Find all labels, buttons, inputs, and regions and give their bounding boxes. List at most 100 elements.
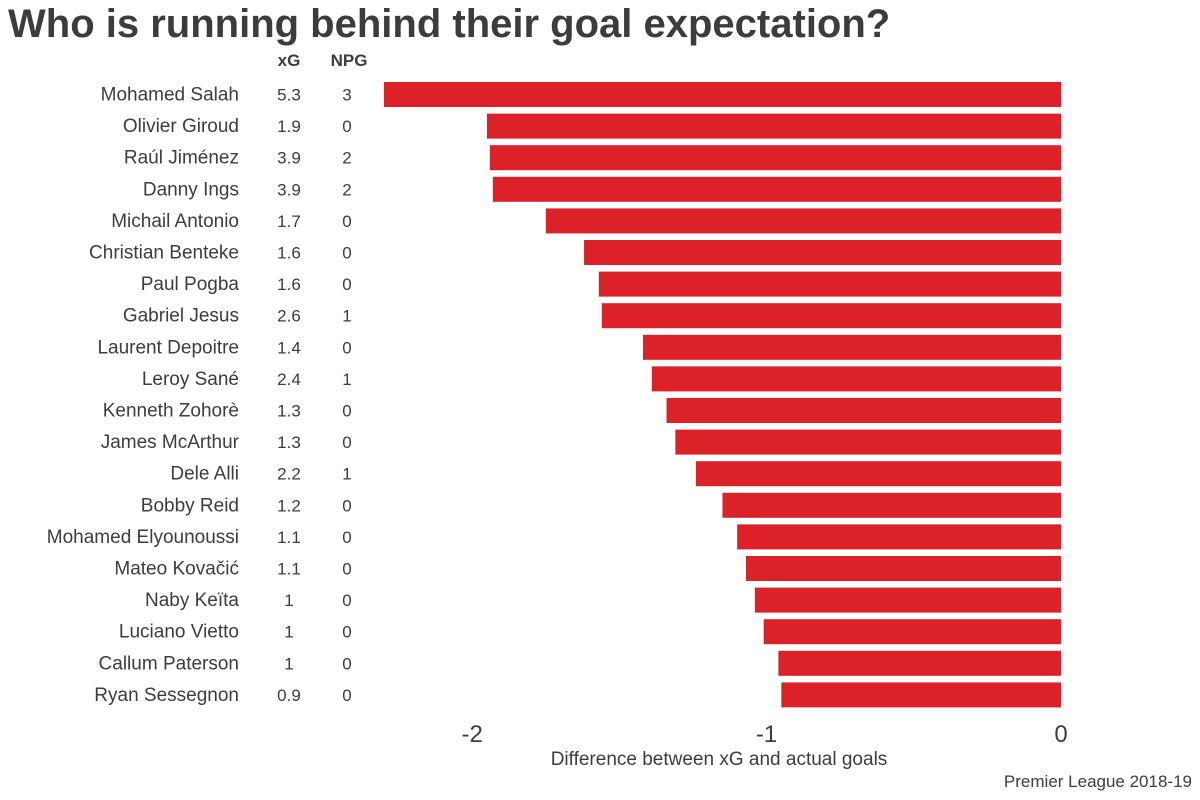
- npg-value: 0: [342, 338, 351, 357]
- xg-value: 1: [284, 623, 293, 642]
- player-row: Naby Keïta 1 0: [145, 587, 1061, 613]
- player-row: Gabriel Jesus 2.6 1: [123, 303, 1061, 329]
- npg-value: 0: [342, 117, 351, 136]
- npg-value: 0: [342, 623, 351, 642]
- bar: [383, 82, 1061, 107]
- x-tick-label: -1: [756, 721, 777, 748]
- npg-value: 3: [342, 86, 351, 105]
- npg-value: 0: [342, 496, 351, 515]
- player-row: Kenneth Zohorè 1.3 0: [103, 398, 1061, 423]
- npg-value: 0: [342, 275, 351, 294]
- player-name-label: Kenneth Zohorè: [103, 401, 239, 422]
- player-row: Mohamed Salah 5.3 3: [101, 82, 1061, 107]
- bar: [584, 240, 1061, 265]
- xg-value: 2.2: [277, 465, 301, 484]
- player-name-label: Raúl Jiménez: [124, 148, 239, 169]
- bar: [763, 619, 1061, 645]
- rows-layer: Mohamed Salah 5.3 3 Olivier Giroud 1.9 0 Raúl …: [47, 82, 1061, 708]
- bar: [545, 208, 1061, 234]
- bar: [675, 429, 1061, 455]
- player-name-label: Mohamed Elyounoussi: [47, 527, 239, 548]
- xg-value: 1.6: [277, 275, 301, 294]
- bar: [489, 145, 1061, 171]
- xg-value: 1.2: [277, 496, 301, 515]
- player-row: Olivier Giroud 1.9 0: [123, 113, 1061, 139]
- player-name-label: Mateo Kovačić: [114, 559, 239, 580]
- npg-value: 2: [342, 149, 351, 168]
- bar: [598, 271, 1061, 297]
- bar: [651, 366, 1061, 392]
- bar: [781, 682, 1061, 708]
- player-name-label: Laurent Depoitre: [97, 337, 239, 358]
- xg-value: 3.9: [277, 149, 301, 168]
- xg-value: 5.3: [277, 86, 301, 105]
- xg-column-header: xG: [278, 51, 301, 70]
- player-row: Paul Pogba 1.6 0: [141, 271, 1061, 297]
- bar: [722, 492, 1061, 518]
- npg-value: 1: [342, 370, 351, 389]
- xg-value: 1: [284, 654, 293, 673]
- bar: [642, 334, 1061, 360]
- npg-value: 0: [342, 433, 351, 452]
- xg-value: 2.6: [277, 307, 301, 326]
- bar: [695, 461, 1061, 487]
- player-row: Callum Paterson 1 0: [99, 650, 1061, 676]
- player-row: Raúl Jiménez 3.9 2: [124, 145, 1061, 171]
- bar: [778, 650, 1061, 676]
- player-row: Leroy Sané 2.4 1: [142, 366, 1061, 392]
- xg-value: 2.4: [277, 370, 301, 389]
- x-tick-label: 0: [1054, 721, 1067, 748]
- npg-value: 0: [342, 244, 351, 263]
- player-name-label: Gabriel Jesus: [123, 306, 239, 327]
- player-name-label: Olivier Giroud: [123, 116, 239, 137]
- xg-value: 3.9: [277, 180, 301, 199]
- bar: [486, 113, 1061, 139]
- player-name-label: Dele Alli: [170, 464, 239, 485]
- npg-value: 1: [342, 465, 351, 484]
- caption: Premier League 2018-19: [1003, 772, 1192, 791]
- player-name-label: Naby Keïta: [145, 590, 239, 611]
- player-row: Laurent Depoitre 1.4 0: [97, 334, 1061, 360]
- player-row: Mateo Kovačić 1.1 0: [114, 556, 1061, 581]
- x-tick-label: -2: [462, 721, 483, 748]
- bar: [666, 398, 1061, 423]
- npg-value: 0: [342, 560, 351, 579]
- player-name-label: Mohamed Salah: [101, 85, 239, 106]
- npg-value: 0: [342, 212, 351, 231]
- player-name-label: Luciano Vietto: [119, 622, 239, 643]
- player-name-label: Callum Paterson: [99, 653, 239, 674]
- npg-column-header: NPG: [331, 51, 368, 70]
- xg-value: 1.4: [277, 338, 301, 357]
- xg-value: 1.3: [277, 433, 301, 452]
- xg-value: 0.9: [277, 686, 301, 705]
- xg-value: 1.3: [277, 402, 301, 421]
- x-axis: -2 -1 0: [462, 721, 1068, 748]
- player-name-label: Christian Benteke: [89, 243, 239, 264]
- x-axis-label: Difference between xG and actual goals: [551, 749, 888, 770]
- player-name-label: Danny Ings: [143, 179, 239, 200]
- npg-value: 0: [342, 528, 351, 547]
- player-name-label: James McArthur: [101, 432, 240, 453]
- xg-value: 1.7: [277, 212, 301, 231]
- bar: [601, 303, 1061, 329]
- player-name-label: Paul Pogba: [141, 274, 240, 295]
- npg-value: 0: [342, 654, 351, 673]
- player-row: Luciano Vietto 1 0: [119, 619, 1061, 645]
- player-row: Christian Benteke 1.6 0: [89, 240, 1061, 265]
- player-name-label: Ryan Sessegnon: [94, 685, 239, 706]
- player-row: Danny Ings 3.9 2: [143, 176, 1061, 202]
- npg-value: 1: [342, 307, 351, 326]
- chart-title: Who is running behind their goal expecta…: [8, 2, 891, 46]
- player-row: Mohamed Elyounoussi 1.1 0: [47, 524, 1061, 550]
- bar: [745, 556, 1061, 581]
- player-row: Ryan Sessegnon 0.9 0: [94, 682, 1061, 708]
- player-name-label: Bobby Reid: [141, 495, 239, 516]
- xg-value: 1.1: [277, 560, 301, 579]
- npg-value: 0: [342, 402, 351, 421]
- npg-value: 0: [342, 686, 351, 705]
- npg-value: 2: [342, 180, 351, 199]
- npg-value: 0: [342, 591, 351, 610]
- player-name-label: Leroy Sané: [142, 369, 239, 390]
- bar: [754, 587, 1061, 613]
